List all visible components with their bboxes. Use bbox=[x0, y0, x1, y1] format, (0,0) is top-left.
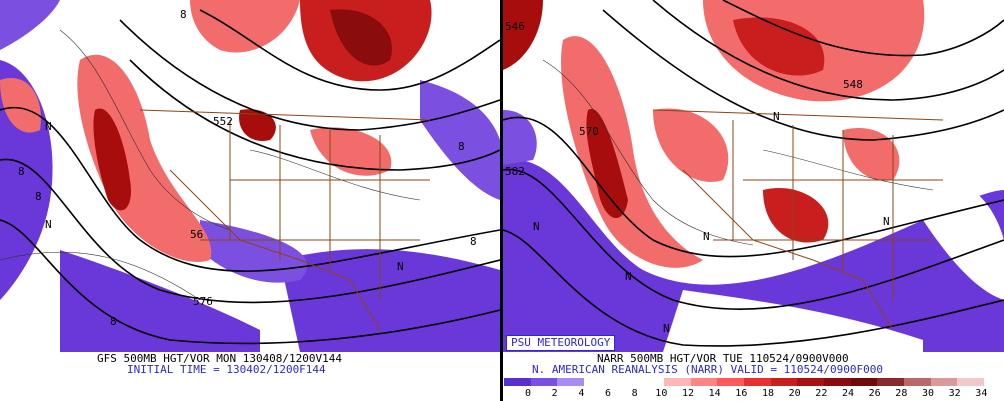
pos-vort-region bbox=[0, 78, 41, 133]
gfs-caption-line2: INITIAL TIME = 130402/1200F144 bbox=[127, 363, 326, 376]
colorbar-tick-label: 16 bbox=[735, 388, 748, 399]
contour-label: 8 bbox=[470, 235, 477, 248]
gfs-vorticity-map: 8 8 8 552 8 8 56 576 8 N N N bbox=[0, 0, 500, 352]
colorbar-tick-label: 30 bbox=[921, 388, 935, 399]
gfs-map-panel: 8 8 8 552 8 8 56 576 8 N N N bbox=[0, 0, 500, 352]
colorbar-swatch bbox=[557, 378, 585, 386]
narr-caption-line2: N. AMERICAN REANALYSIS (NARR) VALID = 11… bbox=[532, 363, 883, 376]
contour-label: N bbox=[533, 220, 540, 233]
contour-label: 548 bbox=[843, 78, 863, 91]
pos-vort-core bbox=[330, 9, 392, 66]
contour-label: N bbox=[45, 218, 52, 231]
colorbar-tick-label: 28 bbox=[895, 388, 908, 399]
colorbar-tick-label: 4 bbox=[578, 388, 585, 399]
height-contours bbox=[503, 0, 1004, 347]
narr-caption-line1: NARR 500MB HGT/VOR TUE 110524/0900V000 bbox=[597, 352, 849, 365]
colorbar-ticks: 0 2 4 6 8 10 12 14 16 18 20 22 24 26 28 30 32 34 bbox=[504, 388, 988, 400]
colorbar-tick-label: 0 bbox=[524, 388, 532, 399]
colorbar-swatch bbox=[717, 378, 745, 386]
contour-label: N bbox=[883, 215, 890, 228]
pos-vort-region bbox=[843, 128, 900, 181]
political-borders bbox=[652, 109, 944, 331]
political-borders bbox=[139, 109, 431, 331]
neg-vort-region bbox=[280, 249, 500, 352]
colorbar-swatch bbox=[610, 378, 638, 386]
vorticity-contours bbox=[542, 59, 934, 246]
colorbar-tick-label: 26 bbox=[868, 388, 881, 399]
contour-label: 576 bbox=[193, 295, 213, 308]
colorbar-swatch bbox=[824, 378, 851, 386]
neg-vort-region bbox=[420, 80, 500, 200]
narr-map-panel: 546 570 582 548 N N N N N N bbox=[503, 0, 1004, 352]
pos-vort-region bbox=[733, 17, 825, 76]
colorbar-swatch bbox=[584, 378, 611, 386]
pos-vort-core bbox=[503, 0, 543, 70]
colorbar-swatch bbox=[930, 378, 958, 386]
colorbar-swatch bbox=[797, 378, 825, 386]
colorbar-tick-label: 20 bbox=[788, 388, 801, 399]
height-contours bbox=[0, 9, 500, 345]
pos-vort-region bbox=[77, 54, 212, 262]
contour-label: N bbox=[773, 110, 780, 123]
neg-vort-region bbox=[200, 220, 308, 283]
contour-label: 582 bbox=[505, 165, 525, 178]
colorbar-tick-label: 32 bbox=[948, 388, 961, 399]
pos-vort-region bbox=[653, 108, 729, 182]
colorbar-swatch bbox=[850, 378, 878, 386]
colorbar-swatch bbox=[504, 378, 531, 386]
pos-vort-region bbox=[310, 127, 392, 176]
colorbar-tick-label: 18 bbox=[761, 388, 775, 399]
pos-vort-core bbox=[239, 109, 276, 141]
contour-label: N bbox=[397, 260, 404, 273]
colorbar-swatch bbox=[690, 378, 718, 386]
colorbar-swatch bbox=[904, 378, 931, 386]
vorticity-contours bbox=[0, 29, 421, 301]
contour-label: N bbox=[703, 230, 710, 243]
colorbar-swatch bbox=[664, 378, 691, 386]
psu-meteorology-badge: PSU METEOROLOGY bbox=[506, 335, 616, 351]
contour-label: 546 bbox=[505, 20, 525, 33]
colorbar-swatch bbox=[530, 378, 558, 386]
panel-divider bbox=[500, 0, 503, 401]
contour-label: 8 bbox=[458, 140, 465, 153]
pos-vort-core bbox=[586, 108, 628, 219]
colorbar-swatch bbox=[770, 378, 798, 386]
colorbar-tick-label: 22 bbox=[815, 388, 828, 399]
colorbar-tick-label: 8 bbox=[631, 388, 638, 399]
contour-label: N bbox=[625, 270, 632, 283]
colorbar-tick-label: 12 bbox=[681, 388, 695, 399]
colorbar-tick-label: 24 bbox=[841, 388, 855, 399]
narr-vorticity-map: 546 570 582 548 N N N N N N bbox=[503, 0, 1004, 352]
neg-vort-region bbox=[503, 110, 537, 165]
colorbar-swatch bbox=[877, 378, 905, 386]
colorbar-tick-label: 2 bbox=[551, 388, 558, 399]
colorbar-tick-label: 34 bbox=[975, 388, 988, 399]
colorbar-swatch bbox=[744, 378, 771, 386]
contour-label: 8 bbox=[18, 165, 25, 178]
contour-label: N bbox=[45, 120, 52, 133]
neg-vort-region bbox=[60, 250, 260, 352]
pos-vort-region bbox=[190, 0, 300, 53]
neutral-region bbox=[663, 290, 923, 352]
neutral-region bbox=[923, 178, 1004, 300]
gfs-caption-line1: GFS 500MB HGT/VOR MON 130408/1200V144 bbox=[97, 352, 343, 365]
pos-vort-region bbox=[561, 36, 703, 268]
contour-label: 8 bbox=[110, 315, 117, 328]
colorbar-swatch bbox=[957, 378, 985, 386]
colorbar-tick-label: 10 bbox=[655, 388, 668, 399]
neg-vort-region bbox=[0, 0, 60, 50]
pos-vort-region bbox=[763, 188, 829, 243]
colorbar-tick-label: 14 bbox=[708, 388, 721, 399]
contour-label: 552 bbox=[213, 115, 233, 128]
contour-label: 56 bbox=[190, 228, 203, 241]
contour-label: 8 bbox=[35, 190, 42, 203]
colorbar-swatch bbox=[637, 378, 665, 386]
contour-label: N bbox=[663, 322, 670, 335]
vorticity-colorbar bbox=[504, 378, 985, 386]
colorbar-tick-label: 6 bbox=[604, 388, 612, 399]
contour-label: 8 bbox=[180, 8, 187, 21]
contour-label: 570 bbox=[579, 125, 599, 138]
neg-vort-region bbox=[503, 159, 1004, 352]
pos-vort-core bbox=[93, 108, 131, 211]
